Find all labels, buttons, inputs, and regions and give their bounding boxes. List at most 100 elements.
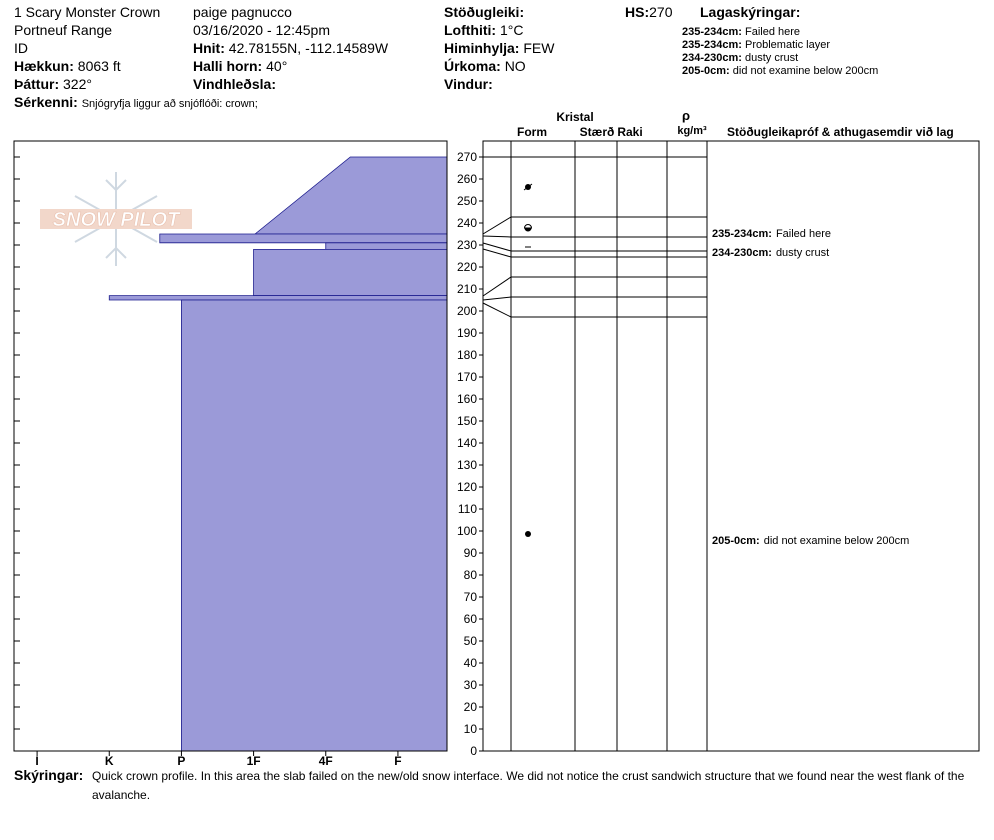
logo-text: SNOW PILOT bbox=[53, 209, 181, 231]
col-header: Form bbox=[517, 125, 547, 139]
observer: paige pagnucco bbox=[193, 4, 292, 20]
comment-range: 234-230cm: bbox=[712, 247, 772, 259]
hardness-layer bbox=[325, 242, 448, 250]
value: 8063 ft bbox=[77, 58, 121, 74]
col-header: kg/m³ bbox=[677, 125, 707, 137]
y-tick-label: 250 bbox=[457, 194, 477, 208]
grain-symbol bbox=[524, 228, 532, 232]
col-header: Raki bbox=[617, 125, 642, 139]
comment-text: dusty crust bbox=[776, 247, 829, 259]
layer-line bbox=[482, 216, 707, 235]
y-tick-label: 80 bbox=[464, 568, 478, 582]
y-tick-label: 60 bbox=[464, 612, 478, 626]
note-text: Failed here bbox=[745, 26, 801, 38]
col-header: ρ bbox=[682, 108, 690, 123]
y-tick-label: 90 bbox=[464, 546, 478, 560]
footer-text: Quick crown profile. In this area the sl… bbox=[92, 769, 965, 802]
layer-note: 235-234cm: Failed here bbox=[682, 24, 800, 40]
value: 270 bbox=[649, 4, 673, 20]
grain-symbol bbox=[525, 531, 531, 537]
note-range: 205-0cm: bbox=[682, 65, 730, 77]
label: Hnit: bbox=[193, 40, 225, 56]
y-tick-label: 270 bbox=[457, 150, 477, 164]
logo: SNOW PILOT bbox=[40, 172, 192, 266]
layer-line bbox=[482, 302, 707, 318]
y-tick-label: 240 bbox=[457, 216, 477, 230]
footer-label: Skýringar: bbox=[14, 767, 84, 783]
value: 40° bbox=[266, 58, 288, 74]
col-header: Kristal bbox=[556, 110, 593, 124]
grain-symbol bbox=[523, 224, 533, 229]
chart: SNOW PILOT Kristal Form Stærð Raki ρ kg/… bbox=[13, 108, 980, 765]
y-tick-label: 230 bbox=[457, 238, 477, 252]
elevation-row: Hækkun: 8063 ft bbox=[14, 58, 121, 74]
y-tick-label: 200 bbox=[457, 304, 477, 318]
note-range: 235-234cm: bbox=[682, 26, 742, 38]
y-tick-label: 120 bbox=[457, 480, 477, 494]
comment-text: did not examine below 200cm bbox=[764, 535, 910, 547]
y-tick-label: 170 bbox=[457, 370, 477, 384]
value: Snjógryfja liggur að snjóflóði: crown; bbox=[81, 98, 258, 110]
layer-lines bbox=[482, 156, 707, 318]
profile bbox=[108, 156, 448, 752]
state: ID bbox=[14, 40, 28, 56]
y-tick-label: 220 bbox=[457, 260, 477, 274]
y-tick-label: 110 bbox=[458, 502, 477, 516]
layer-line bbox=[482, 296, 707, 301]
label: Úrkoma: bbox=[444, 58, 501, 74]
comment-text: Failed here bbox=[776, 228, 831, 240]
hardness-layer bbox=[108, 295, 448, 301]
x-tick-label: I bbox=[35, 754, 38, 765]
hs-row: HS:270 bbox=[625, 4, 672, 20]
comment-range: 235-234cm: bbox=[712, 228, 772, 240]
table-frame bbox=[482, 140, 980, 752]
note-text: dusty crust bbox=[745, 52, 799, 64]
y-tick-label: 20 bbox=[464, 700, 478, 714]
label: Þáttur: bbox=[14, 76, 60, 92]
air-temp-row: Lofthiti: 1°C bbox=[444, 22, 523, 38]
slope-row: Halli horn: 40° bbox=[193, 58, 287, 74]
layer-line bbox=[482, 235, 707, 238]
y-tick-label: 50 bbox=[464, 634, 478, 648]
comment: 234-230cm: dusty crust bbox=[712, 247, 829, 259]
y-tick-label: 210 bbox=[457, 282, 477, 296]
range: Portneuf Range bbox=[14, 22, 113, 38]
y-tick-label: 0 bbox=[470, 744, 477, 758]
x-tick-label: F bbox=[394, 754, 401, 765]
precip-row: Úrkoma: NO bbox=[444, 58, 526, 74]
note-range: 234-230cm: bbox=[682, 52, 742, 64]
label: Hækkun: bbox=[14, 58, 74, 74]
y-tick-label: 10 bbox=[464, 722, 478, 736]
y-tick-label: 190 bbox=[457, 326, 477, 340]
layer-note: 205-0cm: did not examine below 200cm bbox=[682, 63, 878, 79]
note-text: Problematic layer bbox=[745, 39, 830, 51]
value: 1°C bbox=[499, 22, 524, 38]
hardness-layer bbox=[253, 248, 448, 297]
layer-note: 234-230cm: dusty crust bbox=[682, 50, 798, 66]
features-row: Sérkenni: Snjógryfja liggur að snjóflóði… bbox=[14, 94, 258, 112]
y-tick-label: 30 bbox=[464, 678, 478, 692]
value: 322° bbox=[63, 76, 92, 92]
wind-label: Vindur: bbox=[444, 76, 493, 92]
hardness-layer bbox=[253, 156, 448, 235]
label: Halli horn: bbox=[193, 58, 263, 74]
comment: 235-234cm: Failed here bbox=[712, 228, 831, 240]
y-tick-label: 130 bbox=[457, 458, 477, 472]
value: NO bbox=[504, 58, 526, 74]
wind-loading-label: Vindhleðsla: bbox=[193, 76, 276, 92]
layer-line bbox=[482, 242, 707, 252]
comment: 205-0cm: did not examine below 200cm bbox=[712, 535, 909, 547]
label: Lofthiti: bbox=[444, 22, 497, 38]
value: 42.78155N, -112.14589W bbox=[228, 40, 389, 56]
col-header: Stöðugleikapróf & athugasemdir við lag bbox=[727, 125, 954, 139]
logo-band bbox=[40, 209, 192, 229]
layer-notes-title: Lagaskýringar: bbox=[700, 4, 801, 20]
x-tick-label: K bbox=[105, 754, 114, 765]
value: FEW bbox=[523, 40, 555, 56]
layer-line bbox=[482, 248, 707, 258]
label: Himinhylja: bbox=[444, 40, 520, 56]
grain-symbol bbox=[523, 183, 533, 191]
y-tick-label: 70 bbox=[464, 590, 478, 604]
label: Sérkenni: bbox=[14, 94, 78, 110]
